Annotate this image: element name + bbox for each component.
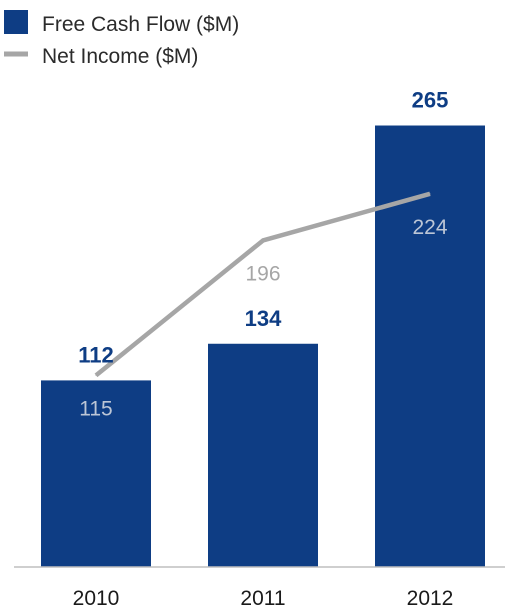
line-value-label-2011: 196 — [245, 262, 280, 285]
legend: Free Cash Flow ($M) Net Income ($M) — [4, 10, 239, 68]
legend-swatch-free-cash-flow — [4, 10, 28, 34]
net-income-point-2012 — [429, 193, 431, 195]
bar-value-label-2011: 134 — [245, 306, 282, 331]
x-tick-label-2010: 2010 — [73, 587, 120, 610]
bar-value-label-2010: 112 — [78, 342, 114, 367]
bar-2010 — [41, 380, 151, 567]
line-value-label-2010: 115 — [79, 397, 112, 420]
line-series-group — [94, 191, 431, 378]
bars-group — [41, 125, 485, 567]
x-tick-label-2011: 2011 — [240, 587, 285, 610]
net-income-point-2010 — [95, 374, 97, 376]
bar-2011 — [208, 343, 318, 567]
line-value-label-2012: 224 — [412, 216, 447, 239]
bar-value-label-2012: 265 — [412, 88, 449, 113]
x-tick-labels: 2010 2011 2012 — [73, 587, 454, 610]
x-tick-label-2012: 2012 — [407, 587, 454, 610]
labels-group: 112 134 265 115 196 224 — [78, 88, 448, 421]
bar-2012 — [375, 125, 485, 567]
net-income-point-2011 — [262, 239, 264, 241]
legend-label-free-cash-flow: Free Cash Flow ($M) — [42, 13, 239, 36]
legend-label-net-income: Net Income ($M) — [42, 45, 198, 68]
